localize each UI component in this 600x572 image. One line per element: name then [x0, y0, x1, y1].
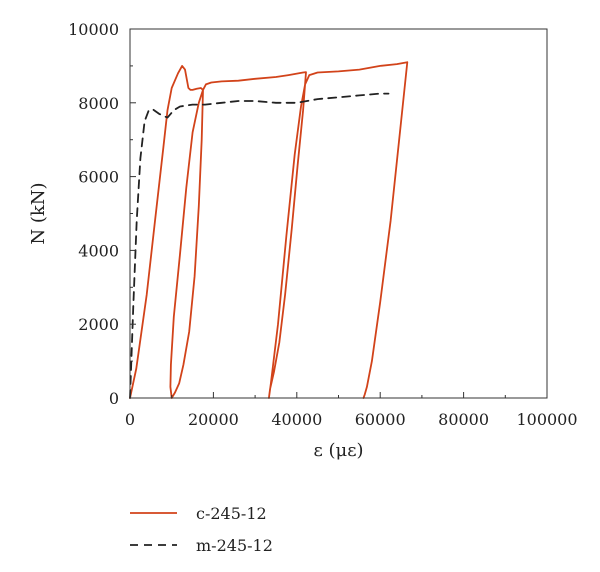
- y-tick-label: 4000: [78, 241, 119, 260]
- x-tick-label: 100000: [516, 410, 577, 429]
- plot-area: [129, 61, 409, 399]
- legend-label-c-245-12: c-245-12: [196, 504, 267, 523]
- series-line-m-245-12: [129, 92, 390, 399]
- x-tick-label: 40000: [271, 410, 322, 429]
- x-tick-label: 20000: [188, 410, 239, 429]
- x-tick-label: 80000: [438, 410, 489, 429]
- plot-frame: [129, 28, 548, 399]
- x-tick-label: 0: [125, 410, 135, 429]
- y-tick-label: 6000: [78, 168, 119, 187]
- legend: c-245-12 m-245-12: [130, 504, 273, 555]
- y-axis-title: N (kN): [28, 182, 49, 244]
- y-tick-label: 10000: [68, 20, 119, 39]
- y-tick-label: 8000: [78, 94, 119, 113]
- y-tick-label: 0: [109, 389, 119, 408]
- y-axis: 0 2000 4000 6000 8000 10000: [68, 20, 136, 408]
- x-axis: 0 20000 40000 60000 80000 100000: [125, 392, 578, 429]
- x-axis-title: ε (με): [313, 440, 363, 461]
- x-tick-label: 60000: [355, 410, 406, 429]
- series-line-c-245-12: [129, 61, 409, 399]
- y-tick-label: 2000: [78, 315, 119, 334]
- legend-label-m-245-12: m-245-12: [196, 536, 273, 555]
